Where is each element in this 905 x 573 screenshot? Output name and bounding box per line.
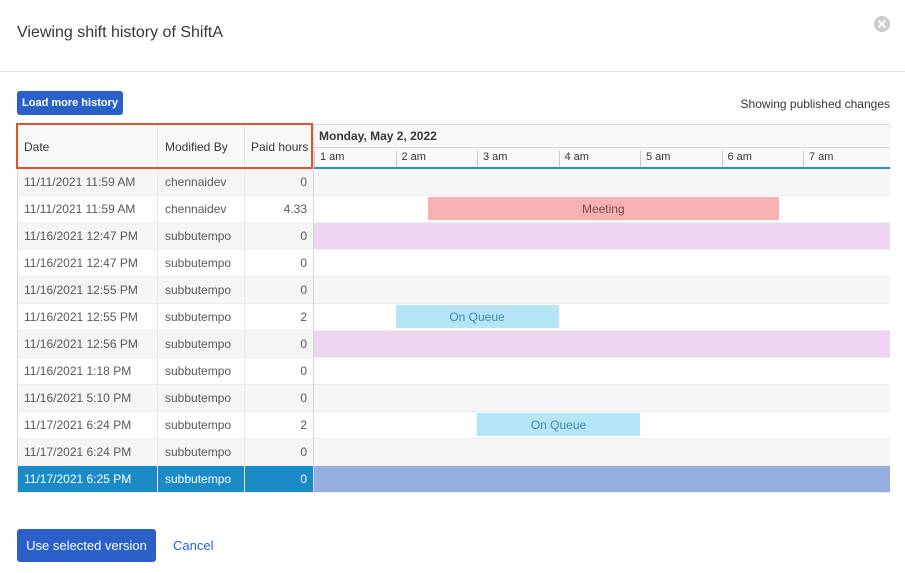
timeline-hour-label: 5 am	[640, 151, 670, 167]
timeline-hour-label: 7 am	[803, 151, 833, 167]
row-modified-by: subbutempo	[158, 358, 245, 384]
history-grid: Date Modified By Paid hours 11/11/2021 1…	[16, 123, 890, 493]
row-date: 11/17/2021 6:24 PM	[18, 439, 158, 465]
row-paid-hours: 0	[300, 472, 307, 486]
row-modified-by: subbutempo	[158, 223, 245, 249]
row-paid-hours: 0	[300, 445, 307, 459]
row-date: 11/17/2021 6:24 PM	[18, 412, 158, 438]
row-modified-by: subbutempo	[158, 466, 245, 492]
row-paid-hours: 0	[300, 364, 307, 378]
row-date: 11/16/2021 12:56 PM	[18, 331, 158, 357]
table-row[interactable]: 11/17/2021 6:24 PM subbutempo 2	[18, 412, 313, 439]
timeline-row[interactable]: On Queue	[314, 304, 890, 331]
row-modified-by: subbutempo	[158, 277, 245, 303]
row-date: 11/11/2021 11:59 AM	[18, 169, 158, 195]
timeline-row[interactable]	[314, 466, 890, 493]
timeline-row[interactable]	[314, 385, 890, 412]
row-date: 11/16/2021 12:47 PM	[18, 250, 158, 276]
row-paid-hours: 0	[300, 283, 307, 297]
timeline-row[interactable]: Meeting	[314, 196, 890, 223]
column-header-paid-hours[interactable]: Paid hours	[251, 139, 309, 154]
timeline-row[interactable]	[314, 277, 890, 304]
column-header-modified-by[interactable]: Modified By	[158, 125, 245, 168]
row-paid-hours: 0	[300, 337, 307, 351]
timeline-row[interactable]: On Queue	[314, 412, 890, 439]
timeline-hour-label: 3 am	[477, 151, 507, 167]
row-paid-hours: 0	[300, 256, 307, 270]
row-date: 11/16/2021 12:55 PM	[18, 304, 158, 330]
row-paid-hours: 0	[300, 391, 307, 405]
table-row[interactable]: 11/16/2021 12:55 PM subbutempo 2	[18, 304, 313, 331]
table-row[interactable]: 11/17/2021 6:25 PM subbutempo 0	[18, 466, 313, 493]
table-row[interactable]: 11/11/2021 11:59 AM chennaidev 4.33	[18, 196, 313, 223]
table-row[interactable]: 11/17/2021 6:24 PM subbutempo 0	[18, 439, 313, 466]
use-selected-version-button[interactable]: Use selected version	[17, 529, 156, 562]
table-row[interactable]: 11/16/2021 1:18 PM subbutempo 0	[18, 358, 313, 385]
row-date: 11/16/2021 12:47 PM	[18, 223, 158, 249]
row-date: 11/16/2021 1:18 PM	[18, 358, 158, 384]
dialog-title: Viewing shift history of ShiftA	[17, 24, 224, 41]
header-divider	[0, 71, 905, 72]
timeline-hour-label: 4 am	[558, 151, 589, 167]
load-more-history-button[interactable]: Load more history	[17, 91, 123, 115]
row-date: 11/17/2021 6:25 PM	[18, 466, 158, 492]
table-row[interactable]: 11/11/2021 11:59 AM chennaidev 0	[18, 169, 313, 196]
table-row[interactable]: 11/16/2021 5:10 PM subbutempo 0	[18, 385, 313, 412]
timeline-row[interactable]	[314, 223, 890, 250]
timeline-panel: Monday, May 2, 2022 1 am 2 am 3 am 4 am 5 am…	[313, 125, 890, 493]
timeline-date: Monday, May 2, 2022	[319, 129, 437, 143]
row-modified-by: chennaidev	[158, 169, 245, 195]
timeline-body: Meeting On Queue On Queue	[314, 169, 890, 493]
row-paid-hours: 4.33	[283, 202, 307, 216]
timeline-row[interactable]	[314, 358, 890, 385]
history-table: Date Modified By Paid hours 11/11/2021 1…	[16, 123, 313, 493]
table-row[interactable]: 11/16/2021 12:55 PM subbutempo 0	[18, 277, 313, 304]
column-header-date[interactable]: Date	[18, 125, 158, 168]
activity-bar-queue[interactable]: On Queue	[477, 413, 640, 436]
table-body: 11/11/2021 11:59 AM chennaidev 0 11/11/2021…	[18, 169, 313, 493]
row-paid-hours: 0	[300, 229, 307, 243]
row-paid-hours: 0	[300, 175, 307, 189]
close-icon[interactable]	[874, 16, 890, 32]
timeline-row[interactable]	[314, 439, 890, 466]
table-row[interactable]: 11/16/2021 12:56 PM subbutempo 0	[18, 331, 313, 358]
timeline-hour-scale: 1 am 2 am 3 am 4 am 5 am 6 am 7 am	[314, 147, 890, 167]
cancel-link[interactable]: Cancel	[173, 538, 214, 553]
row-paid-hours: 2	[300, 310, 307, 324]
row-date: 11/16/2021 12:55 PM	[18, 277, 158, 303]
timeline-hour-label: 2 am	[395, 151, 426, 167]
activity-bar-queue[interactable]: On Queue	[395, 305, 559, 328]
row-modified-by: subbutempo	[158, 304, 245, 330]
table-row[interactable]: 11/16/2021 12:47 PM subbutempo 0	[18, 250, 313, 277]
row-modified-by: subbutempo	[158, 439, 245, 465]
timeline-hour-label: 6 am	[721, 151, 752, 167]
table-header: Date Modified By Paid hours	[18, 125, 313, 169]
row-modified-by: subbutempo	[158, 250, 245, 276]
activity-bar-meeting[interactable]: Meeting	[428, 197, 779, 220]
row-modified-by: subbutempo	[158, 412, 245, 438]
row-modified-by: subbutempo	[158, 331, 245, 357]
row-modified-by: subbutempo	[158, 385, 245, 411]
row-modified-by: chennaidev	[158, 196, 245, 222]
row-paid-hours: 2	[300, 418, 307, 432]
row-date: 11/16/2021 5:10 PM	[18, 385, 158, 411]
timeline-hour-label: 1 am	[314, 151, 344, 167]
table-row[interactable]: 11/16/2021 12:47 PM subbutempo 0	[18, 223, 313, 250]
timeline-row[interactable]	[314, 169, 890, 196]
timeline-row[interactable]	[314, 331, 890, 358]
published-status-text: Showing published changes	[740, 97, 890, 111]
timeline-row[interactable]	[314, 250, 890, 277]
row-date: 11/11/2021 11:59 AM	[18, 196, 158, 222]
timeline-header: Monday, May 2, 2022 1 am 2 am 3 am 4 am 5 am…	[314, 125, 890, 169]
